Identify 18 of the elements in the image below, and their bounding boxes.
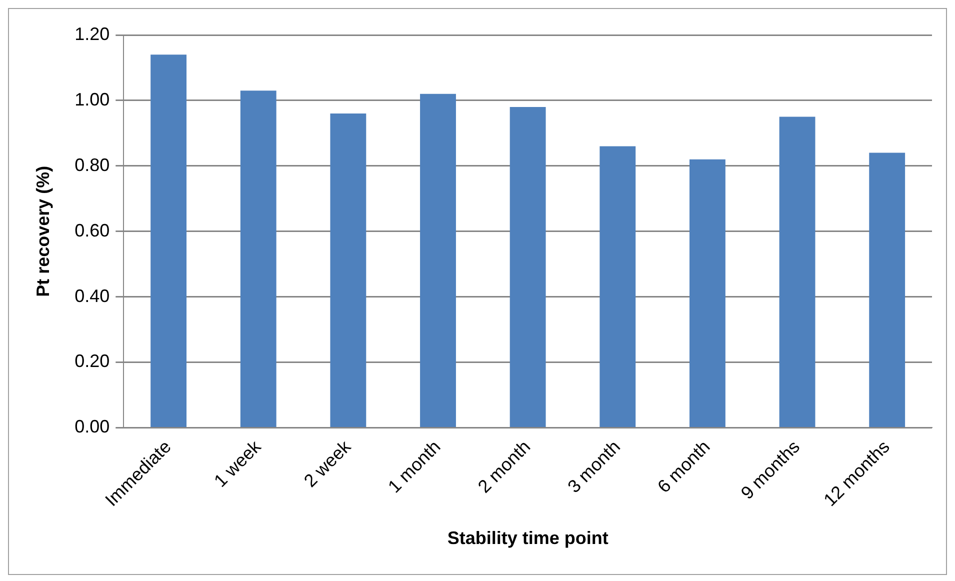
bar [150,54,187,427]
bar [689,159,726,427]
x-axis-title: Stability time point [447,528,608,548]
bar [420,94,456,427]
bar [779,116,816,427]
y-tick-label: 0.20 [74,351,110,372]
y-tick-label: 0.40 [74,286,110,306]
y-tick-label: 0.60 [74,220,110,240]
bar [510,106,546,427]
y-tick-label: 1.20 [74,24,110,44]
y-tick-label: 0.80 [74,154,110,175]
y-tick-label: 1.00 [74,89,110,110]
bar [869,152,906,427]
bar [330,114,366,427]
bar [600,146,636,427]
y-tick-label: 0.00 [74,416,110,437]
bar [240,90,276,427]
y-axis-title: Pt recovery (%) [32,166,53,297]
